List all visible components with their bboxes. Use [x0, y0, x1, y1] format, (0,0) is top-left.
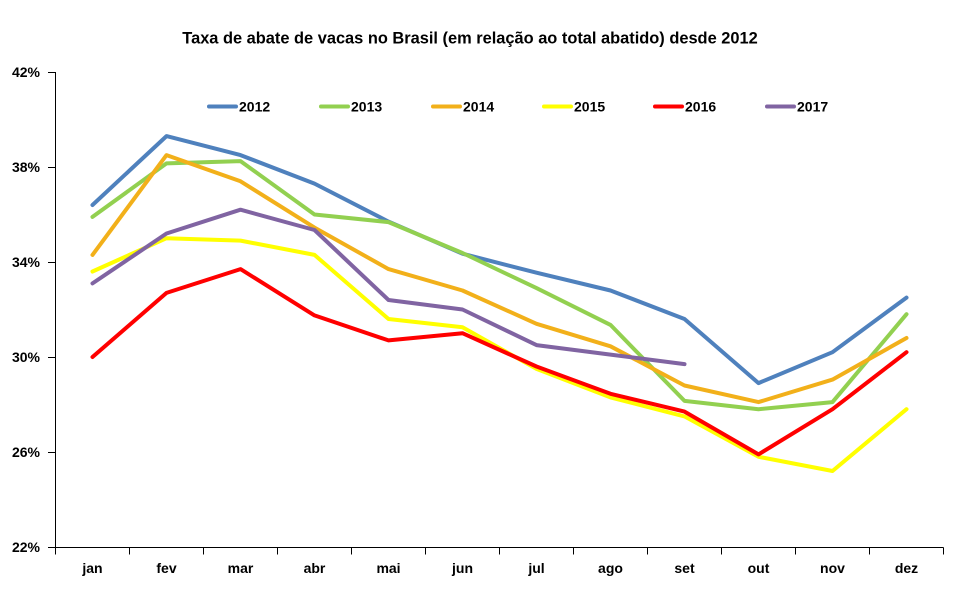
svg-text:Taxa de abate de vacas no Bras: Taxa de abate de vacas no Brasil (em rel…	[182, 30, 757, 48]
svg-text:26%: 26%	[12, 444, 41, 460]
svg-text:fev: fev	[156, 560, 176, 576]
svg-text:out: out	[748, 560, 770, 576]
svg-text:30%: 30%	[12, 349, 41, 365]
svg-text:jan: jan	[81, 560, 102, 576]
svg-text:2014: 2014	[463, 99, 494, 115]
svg-text:jun: jun	[451, 560, 473, 576]
svg-text:22%: 22%	[12, 539, 41, 555]
svg-text:2015: 2015	[574, 99, 605, 115]
svg-text:38%: 38%	[12, 159, 41, 175]
svg-text:jul: jul	[527, 560, 544, 576]
svg-text:set: set	[674, 560, 695, 576]
svg-text:2016: 2016	[685, 99, 716, 115]
svg-text:34%: 34%	[12, 254, 41, 270]
svg-text:mai: mai	[376, 560, 400, 576]
svg-text:nov: nov	[820, 560, 845, 576]
svg-text:abr: abr	[304, 560, 326, 576]
svg-text:2017: 2017	[797, 99, 828, 115]
svg-text:mar: mar	[228, 560, 254, 576]
svg-text:2013: 2013	[351, 99, 382, 115]
svg-text:42%: 42%	[12, 64, 41, 80]
svg-text:ago: ago	[598, 560, 623, 576]
svg-text:2012: 2012	[239, 99, 270, 115]
svg-text:dez: dez	[895, 560, 918, 576]
